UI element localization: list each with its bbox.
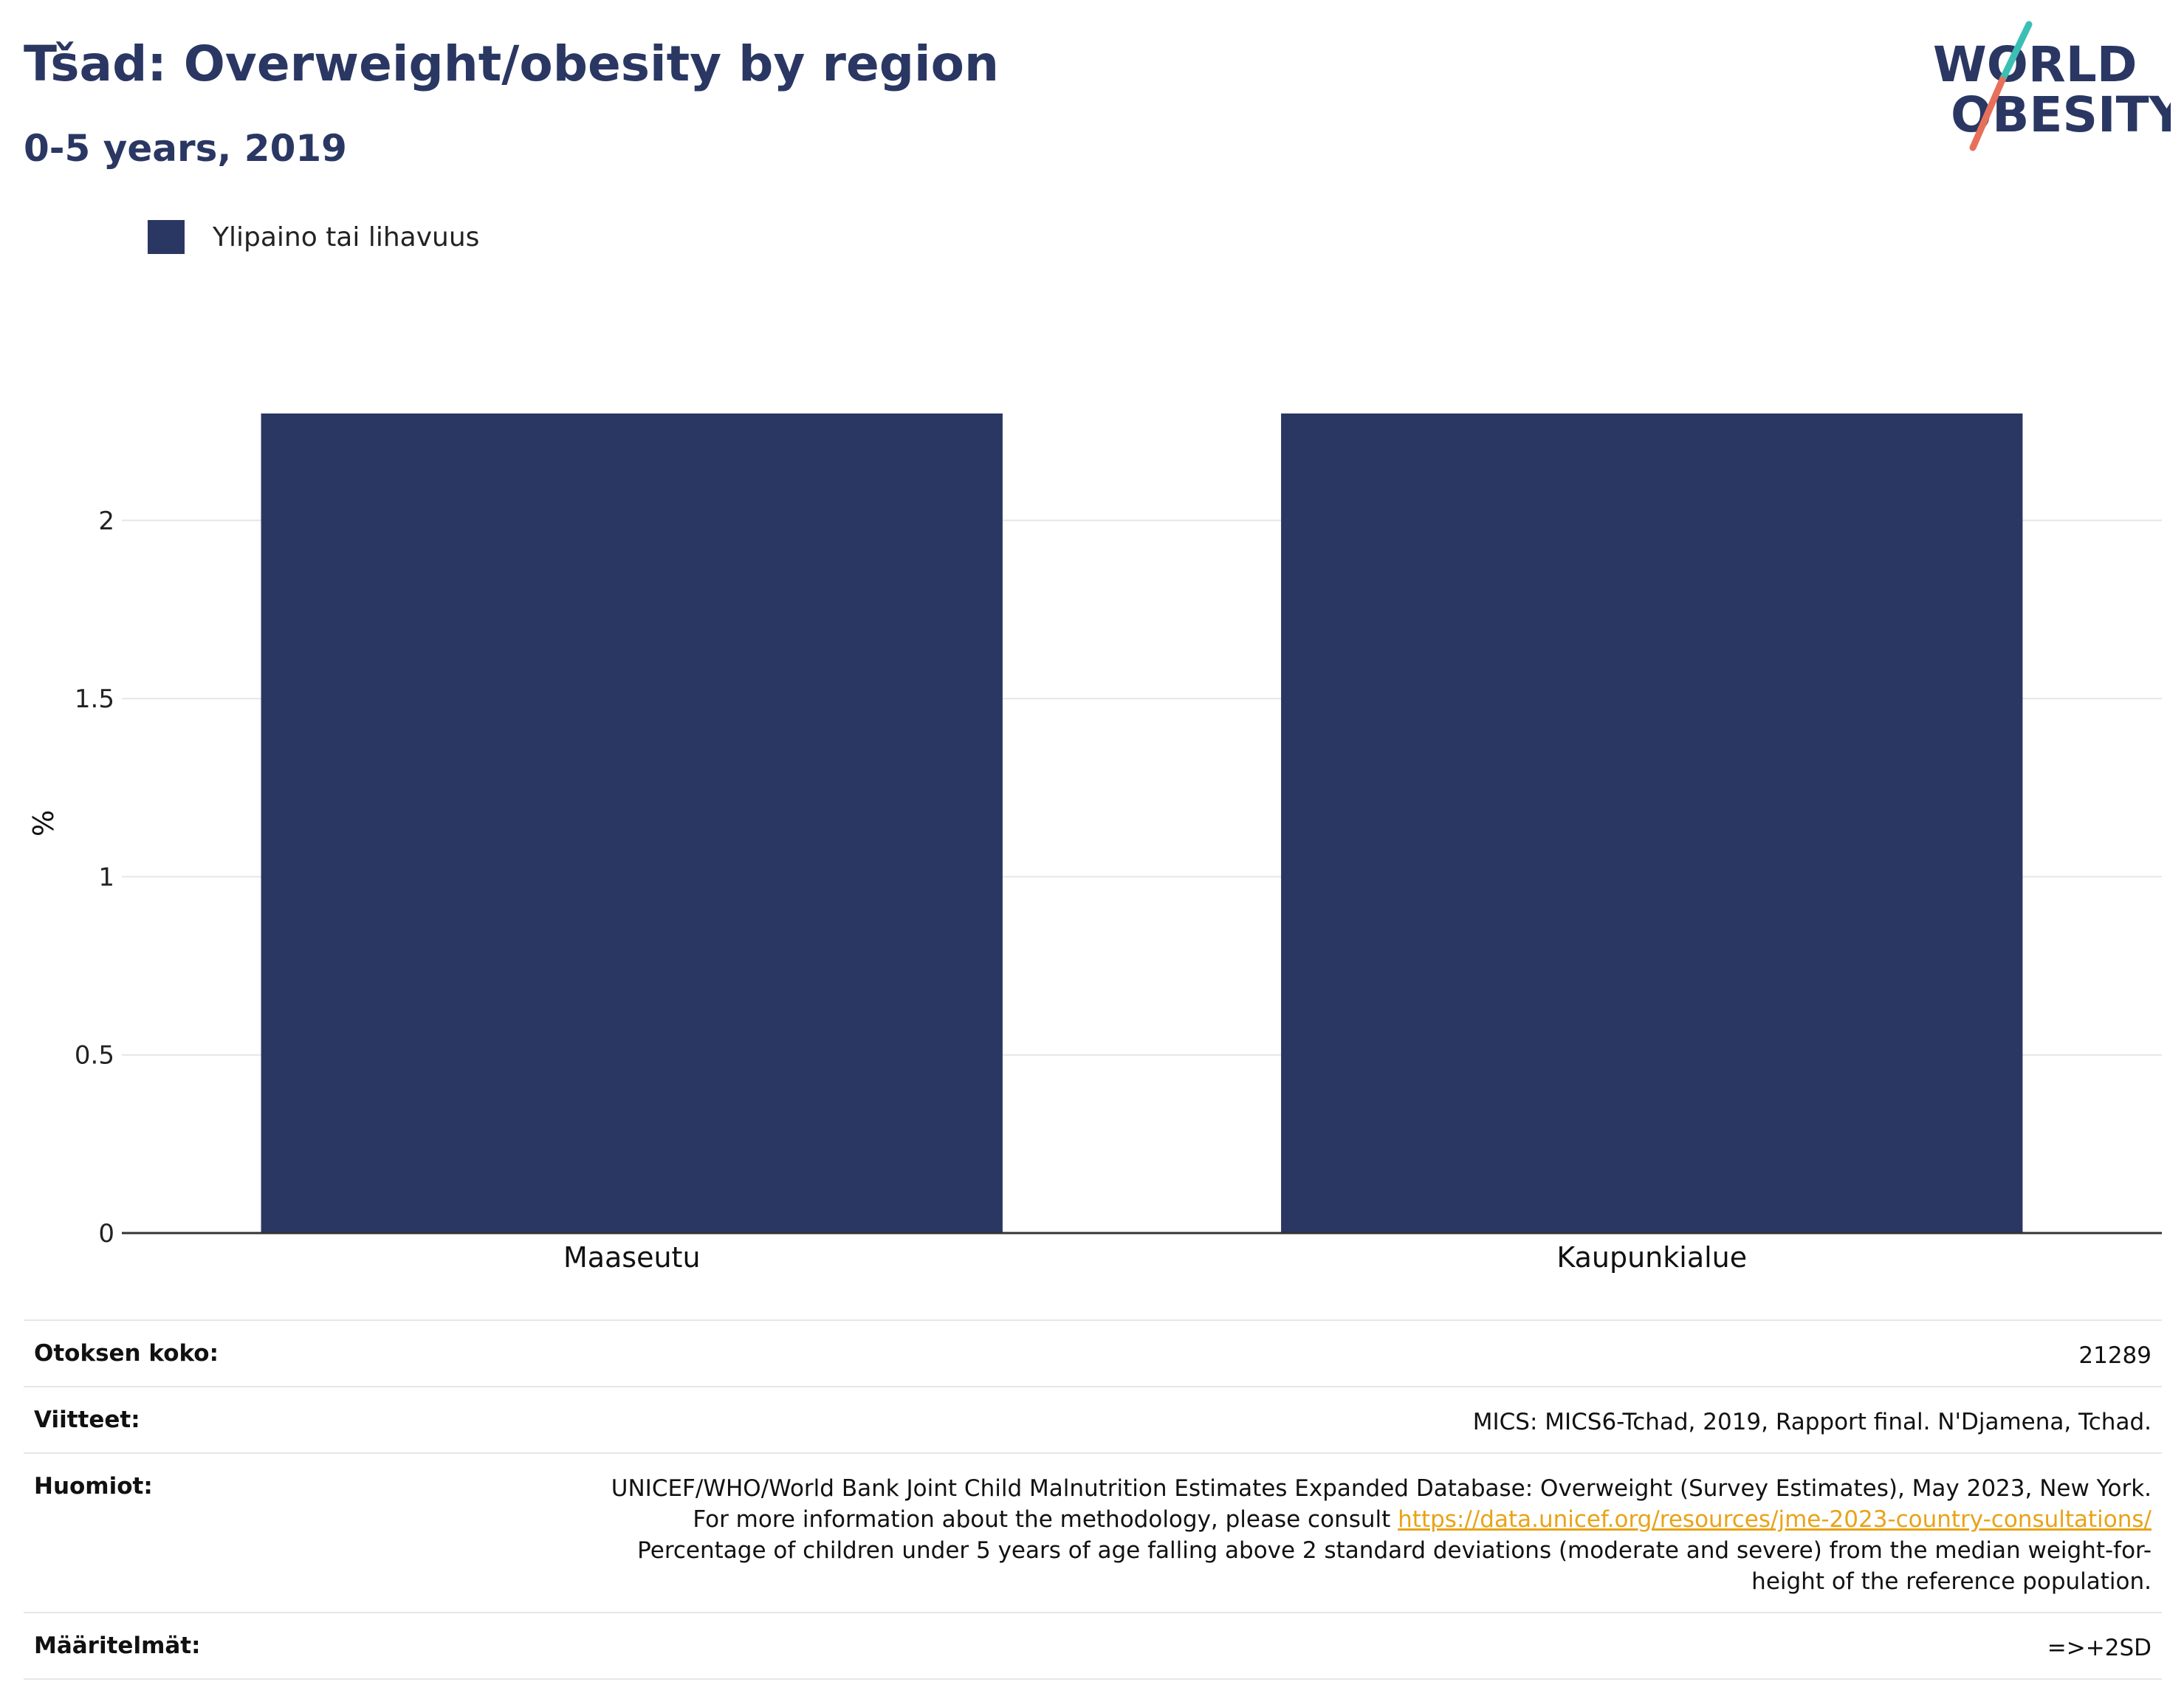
sample-size-label: Otoksen koko: bbox=[34, 1340, 219, 1367]
notes-value: UNICEF/WHO/World Bank Joint Child Malnut… bbox=[601, 1473, 2152, 1597]
notes-definition-text: Percentage of children under 5 years of … bbox=[637, 1537, 2152, 1595]
x-category-label: Maaseutu bbox=[563, 1241, 701, 1274]
chart-subtitle: 0-5 years, 2019 bbox=[24, 127, 347, 170]
info-row-definitions: Määritelmät: =>+2SD bbox=[24, 1613, 2162, 1680]
chart-title: Tšad: Overweight/obesity by region bbox=[24, 35, 999, 92]
x-category-label: Kaupunkialue bbox=[1556, 1241, 1747, 1274]
notes-label: Huomiot: bbox=[34, 1473, 153, 1500]
legend-swatch bbox=[148, 220, 185, 254]
references-label: Viitteet: bbox=[34, 1407, 140, 1433]
legend-label: Ylipaino tai lihavuus bbox=[213, 222, 480, 253]
bar-maaseutu[interactable] bbox=[261, 413, 1003, 1233]
chart-legend[interactable]: Ylipaino tai lihavuus bbox=[148, 220, 479, 254]
bar-kaupunkialue[interactable] bbox=[1281, 413, 2023, 1233]
info-table: Otoksen koko: 21289 Viitteet: MICS: MICS… bbox=[24, 1319, 2162, 1680]
y-axis-label: % bbox=[27, 810, 60, 837]
logo-slash-coral bbox=[1969, 76, 2006, 151]
bar-chart: 0 0.5 1 1.5 2 Maaseutu Kaupunkialue% bbox=[27, 413, 2162, 1274]
bars bbox=[261, 413, 2023, 1233]
info-row-sample-size: Otoksen koko: 21289 bbox=[24, 1321, 2162, 1387]
definitions-value: =>+2SD bbox=[2047, 1635, 2152, 1661]
y-tick-label: 0 bbox=[98, 1219, 114, 1249]
logo-slash-teal bbox=[1999, 21, 2033, 83]
logo-line-world: WORLD bbox=[1933, 36, 2137, 93]
y-tick-label: 1.5 bbox=[75, 684, 114, 714]
definitions-label: Määritelmät: bbox=[34, 1633, 201, 1659]
methodology-link[interactable]: https://data.unicef.org/resources/jme-20… bbox=[1398, 1506, 2152, 1533]
y-tick-label: 1 bbox=[98, 862, 114, 892]
info-row-references: Viitteet: MICS: MICS6-Tchad, 2019, Rappo… bbox=[24, 1387, 2162, 1454]
y-tick-label: 2 bbox=[98, 507, 114, 536]
axis-labels: 0 0.5 1 1.5 2 Maaseutu Kaupunkialue% bbox=[27, 507, 1747, 1274]
y-tick-label: 0.5 bbox=[75, 1041, 114, 1071]
world-obesity-logo: WORLD OBESITY bbox=[1933, 21, 2171, 151]
sample-size-value: 21289 bbox=[2078, 1342, 2152, 1369]
info-row-notes: Huomiot: UNICEF/WHO/World Bank Joint Chi… bbox=[24, 1454, 2162, 1613]
references-value: MICS: MICS6-Tchad, 2019, Rapport final. … bbox=[1472, 1409, 2152, 1435]
notes-text: UNICEF/WHO/World Bank Joint Child Malnut… bbox=[611, 1475, 2152, 1533]
